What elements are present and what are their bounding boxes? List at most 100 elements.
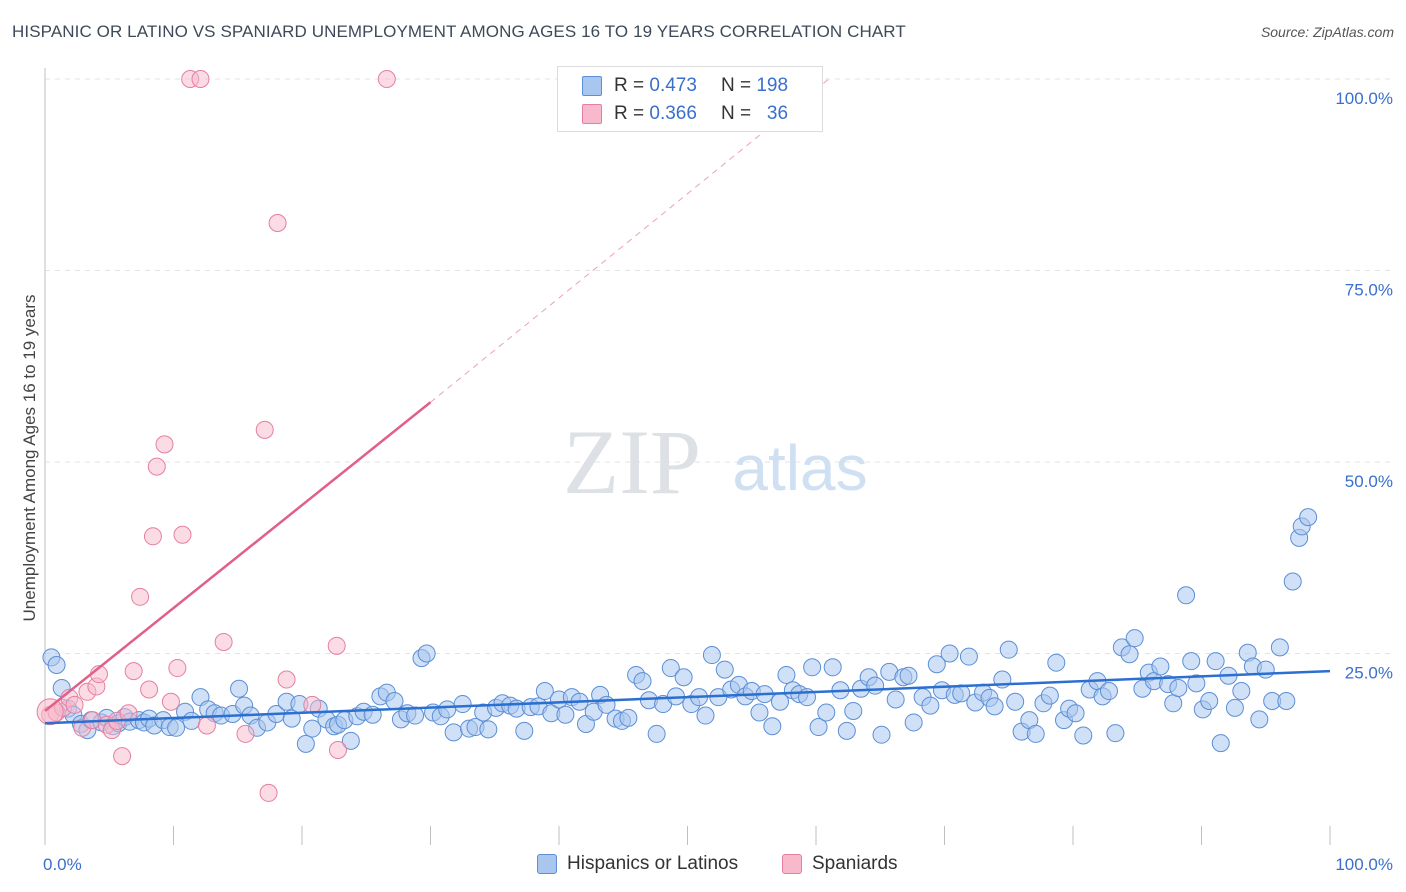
- y-tick-label: 50.0%: [1345, 472, 1393, 491]
- spaniard-point: [113, 747, 132, 766]
- hispanic-point: [1151, 657, 1170, 676]
- hispanic-point: [696, 706, 715, 725]
- legend-label-spaniard: Spaniards: [812, 853, 898, 874]
- hispanic-point: [619, 708, 638, 727]
- legend-r-value: 0.366: [649, 103, 697, 124]
- spaniard-point: [168, 659, 187, 678]
- hispanic-point: [817, 703, 836, 722]
- spaniard-point: [191, 70, 210, 88]
- hispanic-point: [1106, 724, 1125, 743]
- legend-swatch-spaniard: [782, 854, 802, 874]
- legend-n-value: 198: [756, 75, 789, 96]
- spaniard-point: [119, 704, 138, 723]
- hispanic-point: [823, 658, 842, 677]
- hispanic-point: [866, 676, 885, 695]
- hispanic-point: [385, 691, 404, 710]
- spaniard-point: [377, 70, 396, 88]
- hispanic-point: [182, 711, 201, 730]
- hispanic-point: [167, 718, 186, 737]
- hispanic-point: [1125, 629, 1144, 648]
- hispanic-point: [661, 659, 680, 678]
- tick-labels: 25.0% 50.0% 75.0% 100.0% 0.0% 100.0%: [43, 89, 1393, 874]
- hispanic-point: [1169, 678, 1188, 697]
- hispanic-point: [1066, 704, 1085, 723]
- spaniard-point: [197, 716, 216, 735]
- hispanic-point: [1232, 682, 1251, 701]
- legend-label-hispanic: Hispanics or Latinos: [567, 853, 739, 874]
- hispanic-point: [1026, 724, 1045, 743]
- correlation-legend: R = 0.473 N = 198 R = 0.366 N = 36: [557, 66, 823, 132]
- legend-item-hispanic[interactable]: Hispanics or Latinos: [537, 853, 738, 875]
- spaniard-point: [131, 587, 150, 606]
- legend-row-hispanic: R = 0.473 N = 198: [582, 73, 788, 99]
- trend-lines: [44, 78, 1331, 725]
- legend-r-label: R =: [614, 75, 645, 96]
- spaniard-point: [65, 695, 84, 714]
- hispanic-point: [1177, 586, 1196, 605]
- hispanic-point: [341, 731, 360, 750]
- hispanic-point: [1040, 686, 1059, 705]
- legend-r-label: R =: [614, 103, 645, 124]
- gridlines: [45, 78, 1395, 654]
- hispanic-point: [1206, 652, 1225, 671]
- hispanic-point: [453, 695, 472, 714]
- hispanic-point: [872, 725, 891, 744]
- hispanic-point: [1200, 691, 1219, 710]
- hispanic-point: [899, 666, 918, 685]
- hispanic-point: [647, 724, 666, 743]
- x-tick-label-min: 0.0%: [43, 855, 82, 874]
- hispanic-point: [763, 717, 782, 736]
- spaniard-point: [327, 636, 346, 655]
- hispanic-point: [674, 668, 693, 687]
- legend-n-label: N =: [720, 103, 752, 124]
- hispanic-point: [535, 682, 554, 701]
- spaniard-point: [259, 783, 278, 802]
- spaniard-point: [124, 662, 143, 681]
- hispanic-point: [927, 655, 946, 674]
- hispanic-point: [837, 721, 856, 740]
- hispanic-point: [515, 721, 534, 740]
- hispanic-point: [1299, 508, 1318, 527]
- hispanic-point: [444, 723, 463, 742]
- hispanic-point: [296, 734, 315, 753]
- spaniard-point: [140, 680, 159, 699]
- source-label: Source: ZipAtlas.com: [1260, 24, 1394, 40]
- hispanic-point: [1211, 734, 1230, 753]
- spaniard-point: [173, 525, 192, 544]
- hispanic-point: [809, 718, 828, 737]
- hispanic-point: [1277, 691, 1296, 710]
- spaniard-point: [147, 457, 166, 476]
- watermark-atlas: atlas: [732, 432, 867, 504]
- hispanic-point: [1182, 652, 1201, 671]
- hispanic-point: [303, 719, 322, 738]
- hispanic-point: [940, 644, 959, 663]
- y-tick-label: 25.0%: [1345, 664, 1393, 683]
- hispanic-point: [417, 644, 436, 663]
- chart-title: HISPANIC OR LATINO VS SPANIARD UNEMPLOYM…: [12, 22, 906, 41]
- hispanic-point: [1187, 674, 1206, 693]
- hispanic-point: [904, 713, 923, 732]
- hispanic-point: [438, 700, 457, 719]
- hispanic-point: [1074, 726, 1093, 745]
- hispanic-point: [1225, 698, 1244, 717]
- legend-item-spaniard[interactable]: Spaniards: [782, 853, 898, 875]
- hispanic-point: [803, 658, 822, 677]
- spaniard-point: [236, 724, 255, 743]
- spaniard-point: [161, 692, 180, 711]
- hispanic-point: [959, 647, 978, 666]
- hispanic-point: [1256, 660, 1275, 679]
- spaniard-trend-line: [44, 401, 432, 712]
- hispanic-point: [556, 705, 575, 724]
- y-tick-label: 75.0%: [1345, 281, 1393, 300]
- spaniard-points: [36, 70, 396, 802]
- hispanic-point: [1250, 710, 1269, 729]
- legend-n-value: 36: [766, 103, 789, 124]
- legend-swatch-hispanic: [582, 76, 602, 96]
- hispanic-point: [1099, 682, 1118, 701]
- hispanic-point: [985, 697, 1004, 716]
- spaniard-point-cluster: [36, 698, 64, 726]
- hispanic-point: [1270, 638, 1289, 657]
- hispanic-point: [1164, 694, 1183, 713]
- hispanic-point: [777, 665, 796, 684]
